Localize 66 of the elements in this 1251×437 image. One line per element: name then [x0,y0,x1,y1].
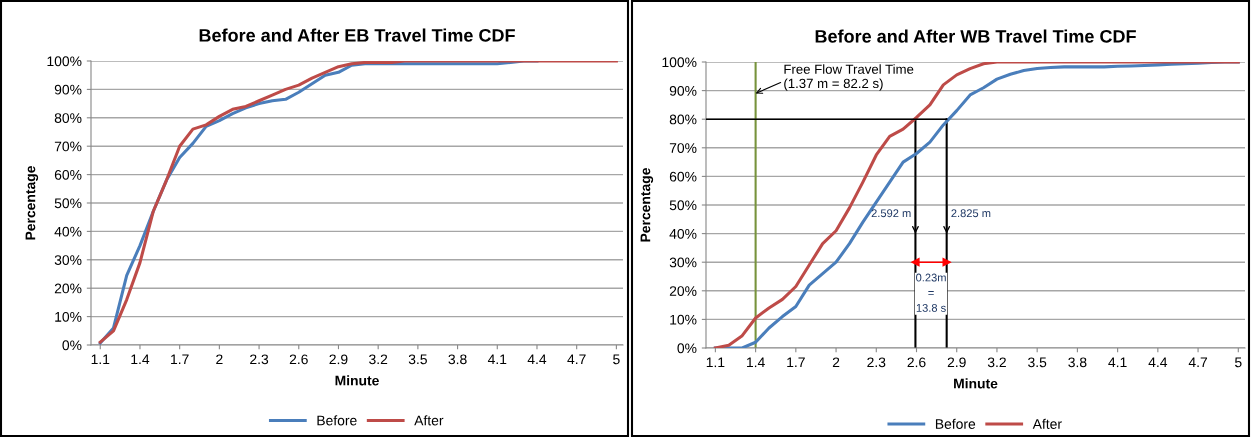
y-tick-label: 30% [54,255,82,265]
y-tick-label: 20% [669,286,697,296]
y-tick-label: 60% [54,169,82,180]
x-tick-label: 3.8 [448,354,467,365]
y-tick-label: 30% [669,257,697,268]
legend-label: After [1032,418,1062,429]
x-tick-label: 4.1 [487,354,507,365]
x-tick-label: 3.5 [408,354,427,365]
x-tick-label: 1.1 [91,354,110,365]
y-tick-label: 90% [669,85,697,96]
x-tick-label: 4.1 [1108,357,1127,368]
x-tick-label: 1.1 [706,357,725,368]
line-series [713,62,1240,348]
y-tick-label: 90% [54,84,82,95]
annotation: 2.825 m [951,209,991,218]
x-tick-label: 3.8 [1068,357,1087,368]
legend-label: Before [935,418,976,429]
x-tick-label: 2.9 [947,357,966,368]
x-tick-label: 1.7 [171,354,189,365]
x-tick-label: 5 [1234,357,1242,368]
line-series [98,61,618,344]
x-tick-label: 2 [832,357,840,368]
x-tick-label: 4.4 [1148,357,1168,368]
x-tick-label: 1.7 [787,357,805,368]
x-tick-label: 1.4 [131,354,150,365]
x-tick-label: 4.7 [1188,357,1208,368]
x-tick-label: 3.2 [987,357,1006,368]
y-tick-label: 100% [662,57,697,68]
x-tick-label: 2.3 [867,357,886,368]
x-tick-label: 1.4 [747,357,765,368]
annotation: Free Flow Travel Time (1.37 m = 82.2 s) [784,64,914,91]
y-tick-label: 0% [62,340,82,351]
x-axis-title: Minute [954,378,998,389]
x-tick-label: 2 [216,354,223,365]
y-axis-title: Percentage [640,168,654,242]
annotation: 0.23m = 13.8 s [916,273,946,312]
x-tick-label: 4.4 [527,354,547,365]
x-tick-label: 4.7 [567,354,586,365]
y-tick-label: 20% [54,283,82,294]
y-tick-label: 40% [54,226,82,237]
legend-label: Before [317,415,357,426]
y-tick-label: 50% [669,200,697,211]
x-tick-label: 2.3 [250,354,269,365]
y-tick-label: 50% [54,198,82,209]
y-axis-title: Percentage [25,166,39,240]
y-tick-label: 80% [54,113,82,123]
x-tick-label: 3.2 [369,354,388,365]
y-tick-label: 0% [677,343,697,354]
x-tick-label: 3.5 [1028,357,1047,368]
annotation: 2.592 m [871,209,911,218]
x-tick-label: 2.6 [289,354,308,365]
chart-title: Before and After EB Travel Time CDF [199,28,515,42]
y-tick-label: 70% [669,143,697,153]
chart-title: Before and After WB Travel Time CDF [815,29,1136,43]
x-tick-label: 2.9 [329,354,348,365]
x-axis-title: Minute [335,375,379,386]
x-tick-label: 5 [613,354,620,365]
legend-label: After [414,415,444,426]
y-tick-label: 40% [669,228,697,239]
y-tick-label: 10% [670,314,697,325]
x-tick-label: 2.6 [907,357,926,368]
y-tick-label: 60% [669,171,697,182]
y-tick-label: 70% [54,141,82,152]
y-tick-label: 100% [47,56,82,67]
y-tick-label: 80% [669,114,697,125]
y-tick-label: 10% [55,311,82,322]
